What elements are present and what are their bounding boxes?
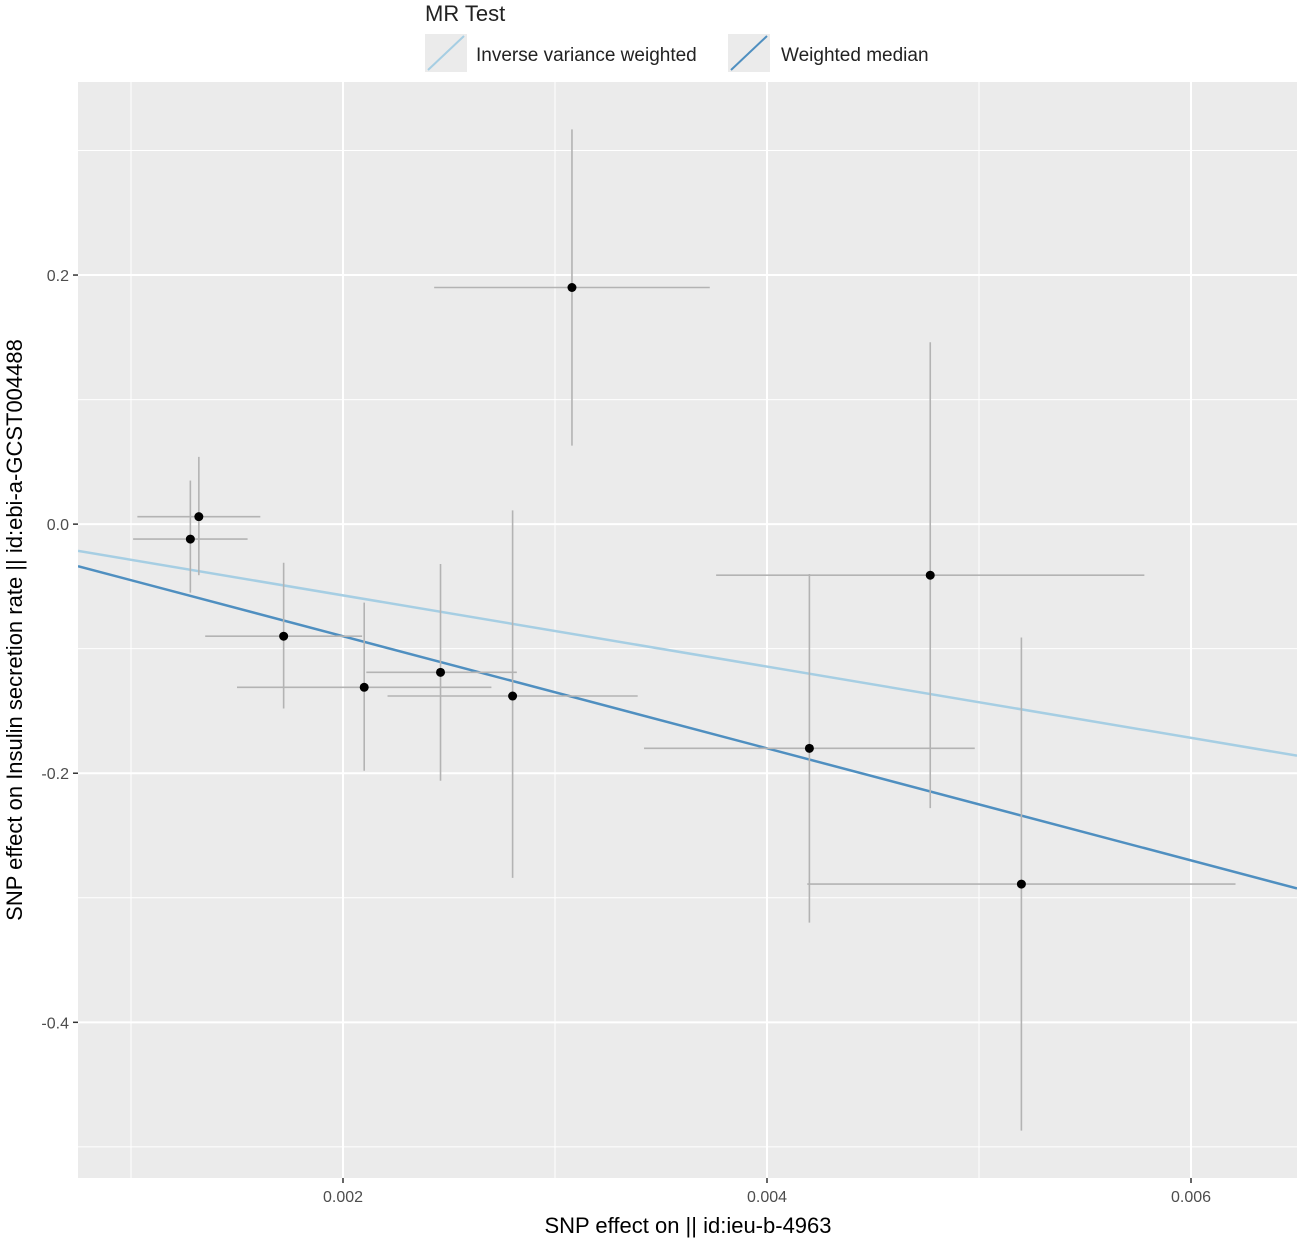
data-point <box>925 570 935 580</box>
y-tick-label: 0.0 <box>47 517 69 534</box>
y-axis: -0.4 -0.2 0.0 0.2 <box>41 268 78 1032</box>
x-tick-label: 0.006 <box>1171 1189 1211 1206</box>
legend-label-ivw: Inverse variance weighted <box>476 45 697 66</box>
fit-line-weighted-median <box>78 564 1297 890</box>
data-point <box>194 512 204 522</box>
y-tick-label: -0.4 <box>41 1015 69 1032</box>
data-point <box>436 667 446 677</box>
data-point <box>1016 879 1026 889</box>
data-point <box>567 283 577 292</box>
data-point <box>185 534 195 544</box>
y-tick-label: -0.2 <box>41 766 69 783</box>
plot-panel <box>78 82 1297 1178</box>
x-tick-label: 0.002 <box>323 1189 363 1206</box>
data-point <box>508 691 518 701</box>
legend-key-ivw-line <box>427 35 465 71</box>
legend-title: MR Test <box>425 1 505 26</box>
x-tick-label: 0.004 <box>747 1189 787 1206</box>
legend-label-wm: Weighted median <box>781 45 929 66</box>
y-axis-title: SNP effect on Insulin secretion rate || … <box>2 339 27 921</box>
data-point <box>804 743 814 753</box>
fit-lines <box>78 549 1297 890</box>
x-axis-title: SNP effect on || id:ieu-b-4963 <box>544 1213 831 1238</box>
legend-key-wm-line <box>730 35 768 71</box>
data-point <box>279 631 289 641</box>
legend: MR Test Inverse variance weighted Weight… <box>425 1 929 72</box>
data-points <box>185 283 1026 889</box>
data-point <box>359 682 369 692</box>
y-tick-label: 0.2 <box>47 268 69 285</box>
fit-line-ivw <box>78 549 1297 757</box>
x-axis: 0.002 0.004 0.006 <box>323 1178 1211 1206</box>
grid <box>78 82 1297 1178</box>
